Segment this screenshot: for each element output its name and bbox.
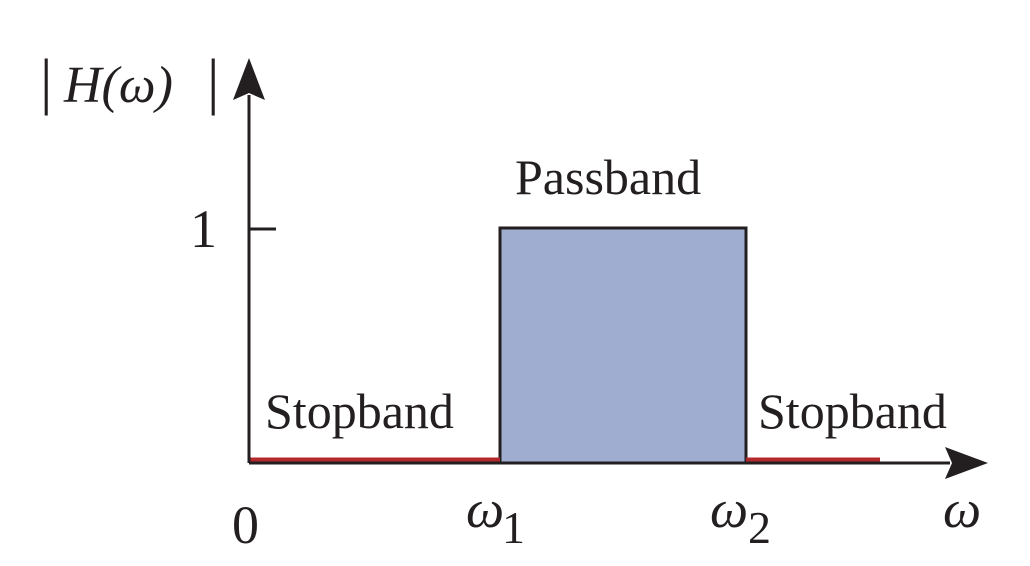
passband-label: Passband xyxy=(515,149,701,205)
tick-label-one: 1 xyxy=(190,199,217,259)
omega1-symbol: ω xyxy=(466,479,504,539)
x-axis-label: ω xyxy=(943,479,981,539)
omega2-label: ω 2 xyxy=(710,479,771,553)
y-axis-label-bar-left: | xyxy=(40,48,52,116)
y-axis-label-bar-right: | xyxy=(207,48,219,116)
omega1-subscript: 1 xyxy=(502,502,525,553)
passband-rect xyxy=(498,226,748,465)
stopband-left-label: Stopband xyxy=(265,383,454,439)
stopband-right-label: Stopband xyxy=(758,383,947,439)
y-axis-label-main: H(ω) xyxy=(63,57,173,114)
omega2-symbol: ω xyxy=(710,479,748,539)
origin-label: 0 xyxy=(232,495,259,555)
x-axis-arrowhead xyxy=(945,447,988,479)
y-axis-arrowhead xyxy=(233,58,265,100)
omega1-label: ω 1 xyxy=(466,479,525,553)
y-axis-label: | H(ω) | xyxy=(40,48,219,116)
omega2-subscript: 2 xyxy=(748,502,771,553)
